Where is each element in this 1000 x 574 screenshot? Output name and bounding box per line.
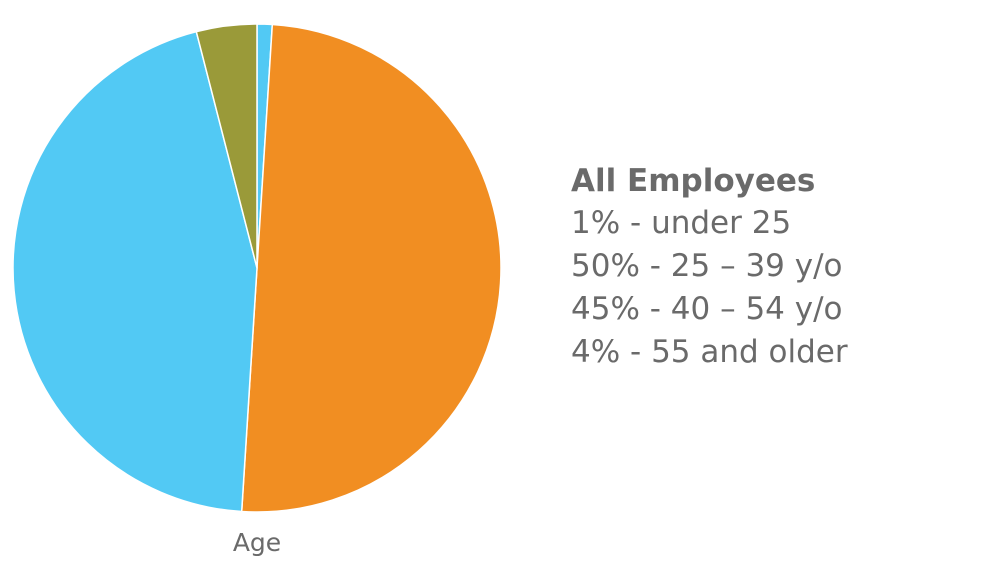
pie-chart (12, 23, 502, 513)
legend-entry-55-older: 4% - 55 and older (571, 334, 848, 370)
legend-title: All Employees (571, 163, 816, 199)
legend: All Employees 1% - under 25 50% - 25 – 3… (571, 160, 848, 374)
pie-slice-25-39-y-o (240, 23, 502, 513)
pie-slice-55-and-older (195, 23, 258, 269)
legend-entry-40-54: 45% - 40 – 54 y/o (571, 291, 843, 327)
pie-slice-40-54-y-o (12, 30, 258, 513)
legend-entry-25-39: 50% - 25 – 39 y/o (571, 248, 843, 284)
pie-chart-area: Age (12, 23, 502, 557)
legend-entry-under-25: 1% - under 25 (571, 205, 792, 241)
chart-caption: Age (232, 528, 282, 557)
